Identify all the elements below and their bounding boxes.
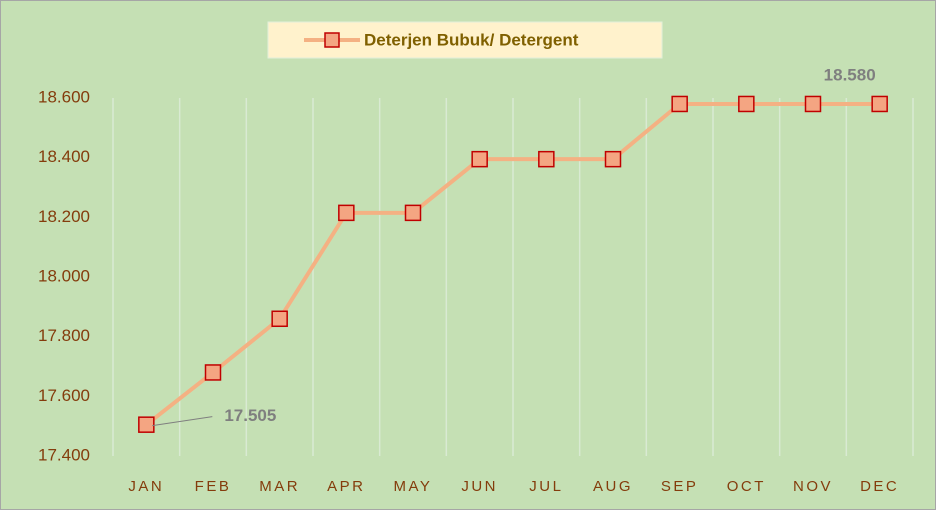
marker	[271, 310, 288, 328]
x-tick-label: OCT	[727, 478, 766, 495]
x-tick-label: AUG	[593, 478, 633, 495]
data-label: 18.580	[824, 65, 876, 84]
series-line	[145, 101, 880, 427]
x-tick-label: FEB	[195, 478, 232, 495]
x-tick-label: JAN	[128, 478, 164, 495]
x-tick-label: JUL	[529, 478, 563, 495]
marker	[471, 150, 488, 168]
x-tick-label: JUN	[461, 478, 498, 495]
marker	[538, 150, 555, 168]
y-tick-label: 18.400	[38, 147, 90, 166]
x-tick-label: NOV	[793, 478, 833, 495]
legend-label: Deterjen Bubuk/ Detergent	[364, 30, 579, 49]
y-tick-label: 18.600	[38, 87, 90, 106]
marker	[338, 204, 355, 222]
marker	[671, 95, 688, 113]
marker	[738, 95, 755, 113]
x-tick-label: APR	[327, 478, 365, 495]
legend-marker	[324, 32, 340, 48]
x-tick-label: MAY	[394, 478, 433, 495]
x-tick-label: SEP	[661, 478, 699, 495]
data-label: 17.505	[224, 406, 276, 425]
marker	[871, 95, 888, 113]
y-tick-label: 17.600	[38, 386, 90, 405]
marker	[604, 150, 622, 168]
marker	[404, 204, 422, 222]
x-tick-label: DEC	[860, 478, 899, 495]
y-tick-label: 17.400	[38, 445, 90, 464]
marker	[138, 416, 155, 433]
leader-line	[152, 416, 213, 427]
x-tick-label: MAR	[259, 478, 300, 495]
marker	[804, 95, 822, 113]
marker	[204, 364, 222, 381]
y-tick-label: 18.200	[38, 207, 90, 226]
y-tick-label: 17.800	[38, 326, 90, 345]
y-tick-label: 18.000	[38, 266, 90, 285]
